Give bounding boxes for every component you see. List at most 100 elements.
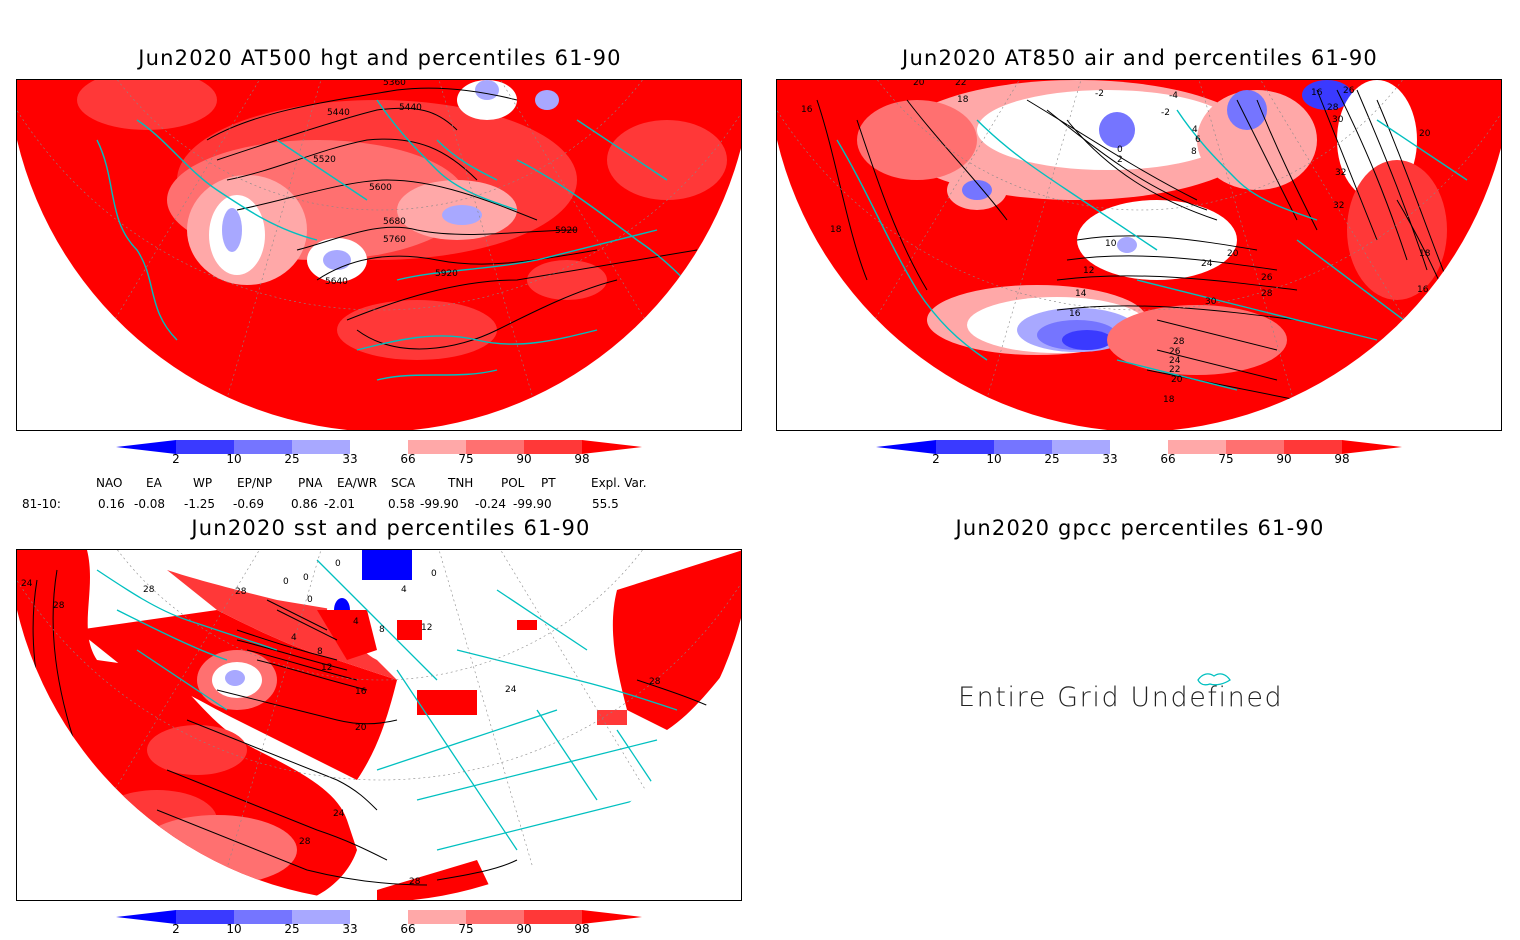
- colorbar-label: 75: [458, 452, 474, 466]
- colorbar-label: 90: [516, 922, 532, 936]
- contour-label: 8: [317, 647, 323, 657]
- colorbar-air-svg: [876, 440, 1402, 454]
- contour-label: 30: [1332, 115, 1344, 125]
- index-value: 0.16: [98, 497, 125, 511]
- index-header: Expl. Var.: [591, 476, 647, 490]
- contour-label: 26: [1261, 273, 1273, 283]
- contour-label: 5760: [383, 235, 406, 245]
- contour-label: 20: [1419, 129, 1431, 139]
- panel-title-gpcc: Jun2020 gpcc percentiles 61-90: [955, 516, 1325, 540]
- contour-label: 24: [333, 809, 345, 819]
- contour-label: 14: [1075, 289, 1087, 299]
- undefined-grid-message: Entire Grid Undefined: [958, 682, 1284, 713]
- contour-label: 5920: [555, 226, 578, 236]
- contour-label: -4: [1169, 91, 1178, 101]
- contour-labels-hgt: 5360 5440 5440 5520 5600 5680 5760 5640 …: [313, 80, 578, 287]
- contour-label: 20: [355, 723, 367, 733]
- index-header: PNA: [298, 476, 323, 490]
- colorbar-label: 66: [400, 922, 416, 936]
- index-value: -1.25: [184, 497, 216, 511]
- colorbar-label: 25: [284, 922, 300, 936]
- colorbar-label: 10: [226, 452, 242, 466]
- colorbar-label: 25: [1044, 452, 1060, 466]
- contour-label: 0: [431, 569, 437, 579]
- contour-label: 2: [1117, 155, 1123, 165]
- colorbar-label: 10: [986, 452, 1002, 466]
- contour-label: 12: [421, 623, 432, 633]
- index-header: EP/NP: [237, 476, 273, 490]
- contour-label: 6: [1195, 135, 1201, 145]
- contour-label: 30: [1205, 297, 1217, 307]
- contour-label: 22: [1169, 365, 1180, 375]
- contour-label: 18: [1419, 249, 1431, 259]
- index-value: -99.90: [420, 497, 459, 511]
- contour-label: 8: [1191, 147, 1197, 157]
- contour-label: 20: [1171, 375, 1183, 385]
- map-hgt-svg: 5360 5440 5440 5520 5600 5680 5760 5640 …: [17, 80, 741, 430]
- contour-label: 0: [283, 577, 289, 587]
- contour-label: 26: [1169, 347, 1181, 357]
- contour-label: 28: [1261, 289, 1273, 299]
- contour-label: 12: [321, 663, 332, 673]
- contour-label: 28: [143, 585, 155, 595]
- contour-label: 0: [335, 559, 341, 569]
- index-value: -0.69: [233, 497, 265, 511]
- contour-label: 24: [505, 685, 517, 695]
- colorbar-hgt: 2 10 25 33 66 75 90 98: [116, 440, 646, 468]
- contour-label: 16: [1069, 309, 1081, 319]
- index-value: -0.24: [475, 497, 507, 511]
- contour-label: -2: [1095, 89, 1104, 99]
- colorbar-label: 2: [172, 452, 180, 466]
- contour-label: 0: [303, 573, 309, 583]
- contour-label: 4: [1192, 125, 1198, 135]
- contour-label: 0: [307, 595, 313, 605]
- index-header: SCA: [391, 476, 416, 490]
- colorbar-label: 75: [1218, 452, 1234, 466]
- contour-label: 4: [291, 633, 297, 643]
- index-period: 81-10:: [22, 497, 61, 511]
- contour-label: 0: [1117, 145, 1123, 155]
- index-header: POL: [501, 476, 525, 490]
- colorbar-label: 90: [1276, 452, 1292, 466]
- contour-label: 12: [1083, 266, 1094, 276]
- contour-label: 4: [353, 617, 359, 627]
- map-air-svg: 16 20 22 18 -2 -4 -2 16 26 28 30 20 4 6 …: [777, 80, 1501, 430]
- colorbar-label: 98: [574, 922, 590, 936]
- index-value: -0.08: [134, 497, 166, 511]
- contour-label: 8: [379, 625, 385, 635]
- contour-label: 28: [235, 587, 247, 597]
- map-panel-sst: 24 28 28 28 0 0 0 0 0 4 4 8 12 4 8 12 16…: [16, 549, 742, 901]
- colorbar-label: 33: [1102, 452, 1118, 466]
- index-header: PT: [541, 476, 556, 490]
- contour-label: 5920: [435, 269, 458, 279]
- index-header: EA: [146, 476, 162, 490]
- colorbar-label: 25: [284, 452, 300, 466]
- contour-label: 24: [21, 579, 33, 589]
- index-value: 55.5: [592, 497, 619, 511]
- contour-label: 20: [913, 80, 925, 88]
- contour-label: 5640: [325, 277, 348, 287]
- contour-label: 22: [955, 80, 966, 88]
- contour-label: 28: [53, 601, 65, 611]
- contour-label: 5600: [369, 183, 392, 193]
- index-header: NAO: [96, 476, 123, 490]
- contour-label: 16: [355, 687, 367, 697]
- contour-label: 5440: [327, 108, 350, 118]
- contour-labels-sst: 24 28 28 28 0 0 0 0 0 4 4 8 12 4 8 12 16…: [21, 559, 661, 887]
- contour-label: 18: [830, 225, 842, 235]
- contour-label: 28: [1173, 337, 1185, 347]
- contour-label: 5360: [383, 80, 406, 88]
- contour-label: 28: [299, 837, 311, 847]
- contour-label: 32: [1335, 168, 1346, 178]
- contour-label: 26: [1343, 86, 1355, 96]
- small-island-icon: [1197, 673, 1231, 686]
- contour-label: 28: [409, 877, 421, 887]
- indices-header-row: NAO EA WP EP/NP PNA EA/WR SCA TNH POL PT…: [0, 476, 760, 492]
- colorbar-sst: 2 10 25 33 66 75 90 98: [116, 910, 646, 938]
- contour-labels-air: 16 20 22 18 -2 -4 -2 16 26 28 30 20 4 6 …: [801, 80, 1431, 405]
- index-value: -2.01: [324, 497, 356, 511]
- index-value: -99.90: [513, 497, 552, 511]
- contour-label: 10: [1105, 239, 1117, 249]
- index-header: EA/WR: [337, 476, 378, 490]
- panel-title-hgt: Jun2020 AT500 hgt and percentiles 61-90: [138, 46, 622, 70]
